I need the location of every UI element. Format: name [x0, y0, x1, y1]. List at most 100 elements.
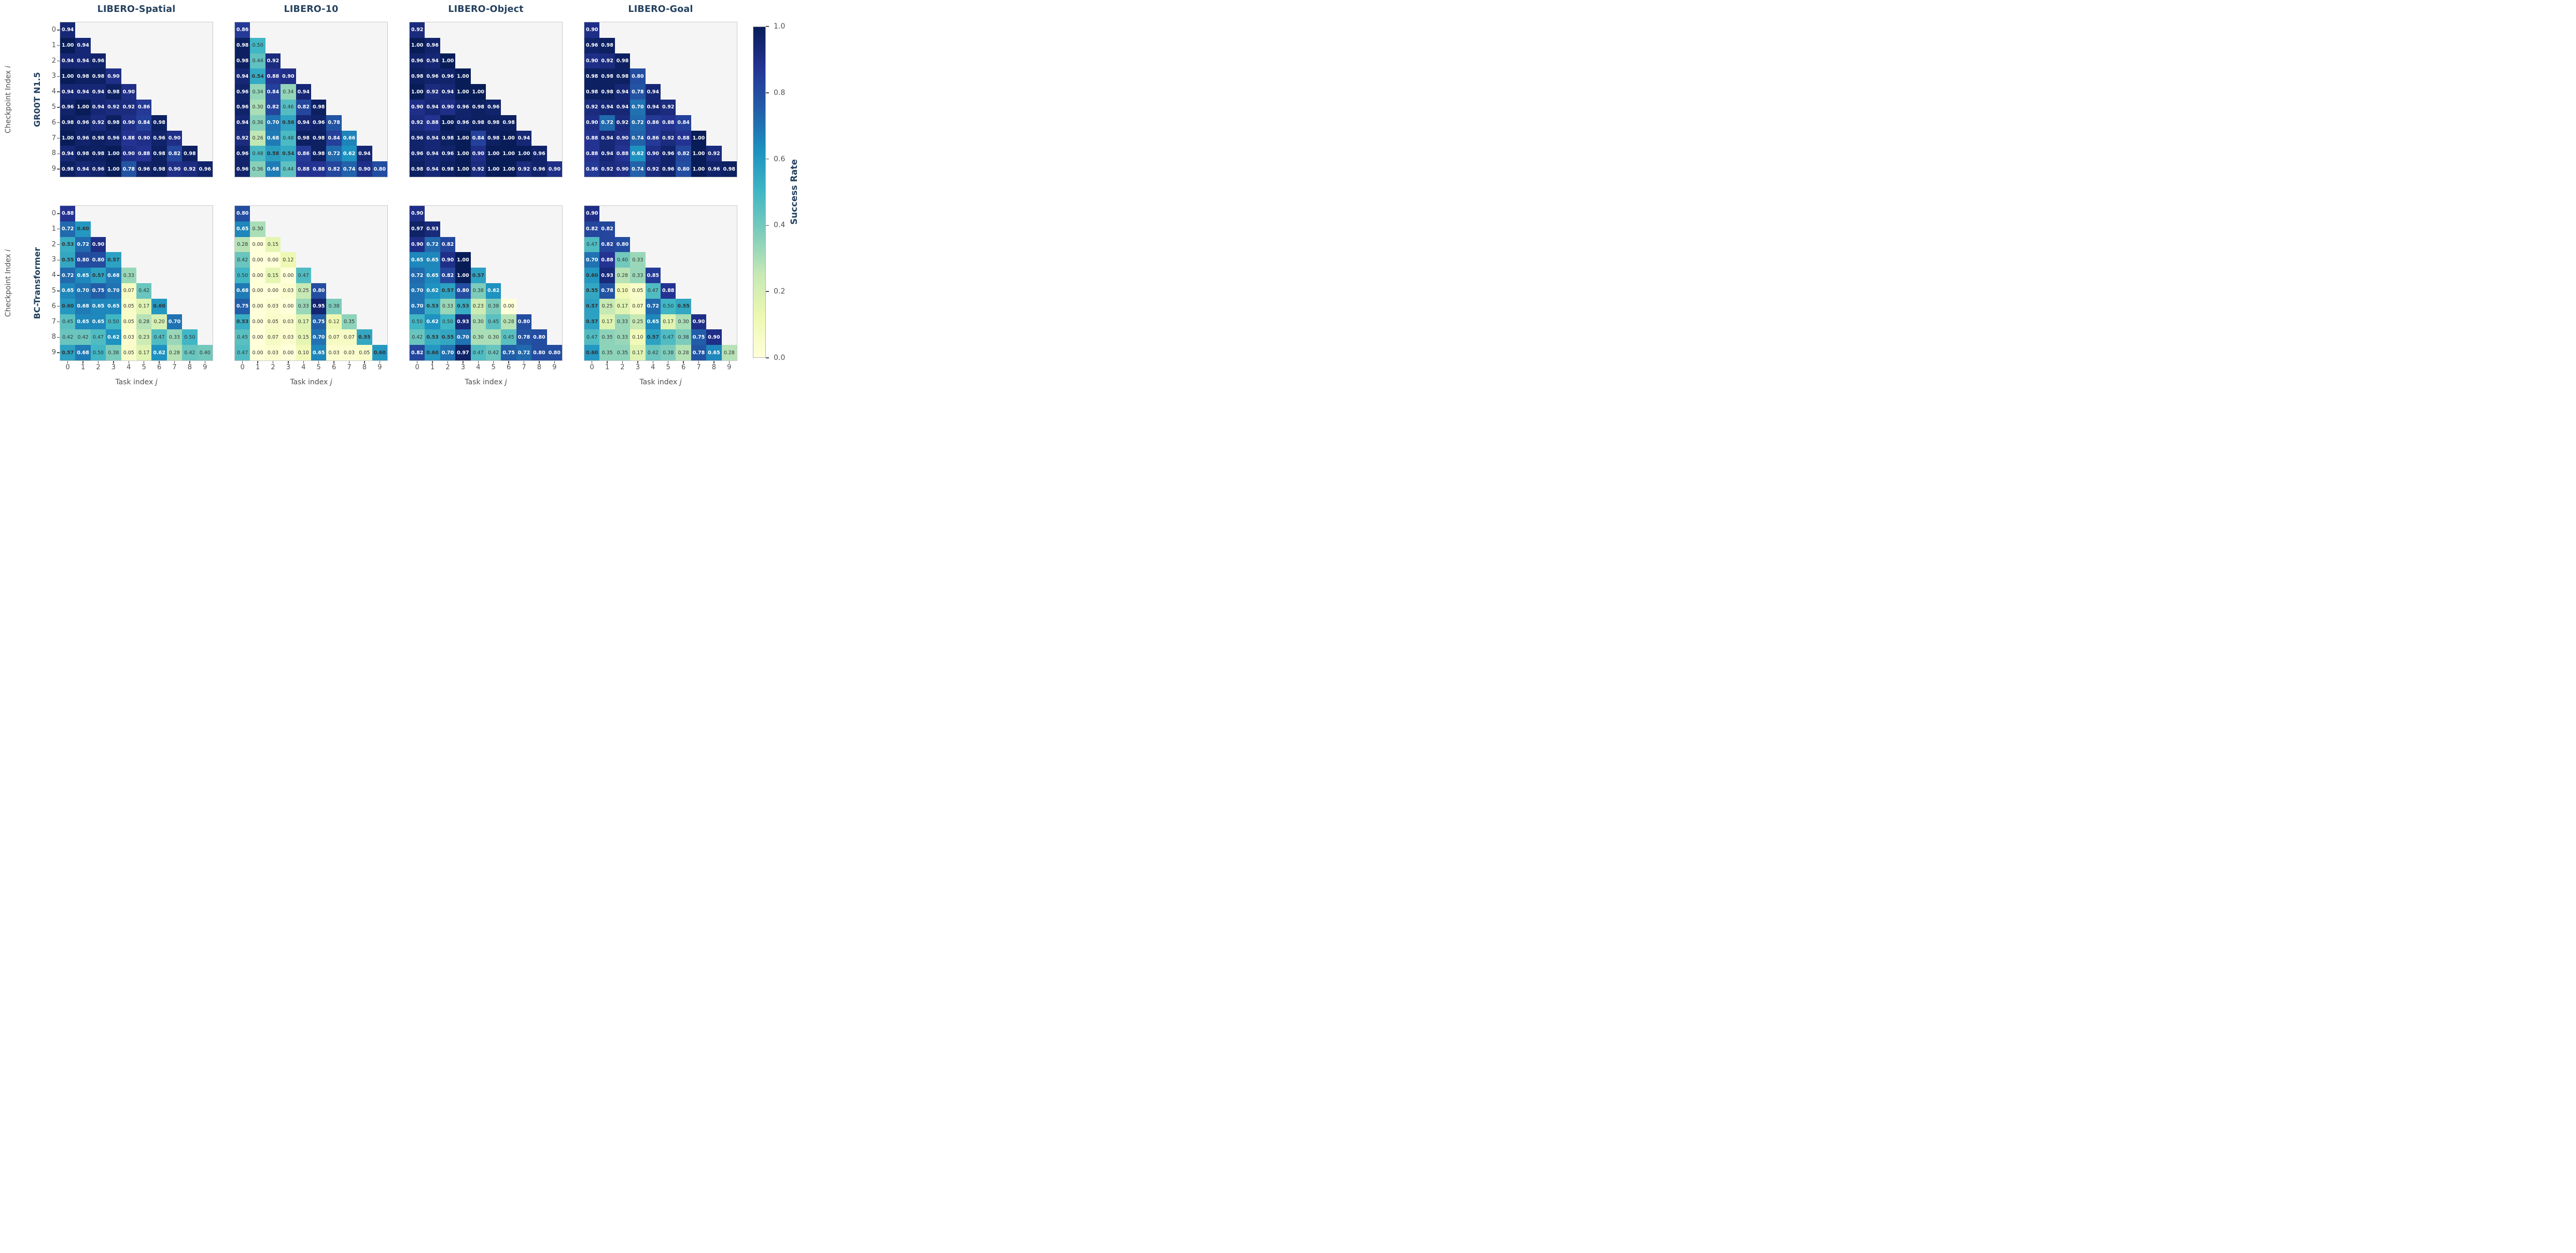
- heatmap-cell: 0.62: [630, 146, 646, 162]
- heatmap-cell: 0.70: [455, 329, 471, 345]
- heatmap-cell: 0.50: [410, 314, 425, 330]
- x-tick-label: 5: [142, 364, 146, 371]
- heatmap-cell: 0.98: [721, 161, 737, 177]
- x-tick-label: 7: [172, 364, 177, 371]
- heatmap-cell: 0.53: [425, 329, 440, 345]
- x-tick-label: 3: [286, 364, 291, 371]
- heatmap-cell: 1.00: [501, 146, 516, 162]
- x-tick-label: 2: [96, 364, 101, 371]
- heatmap-cell: 0.88: [311, 161, 327, 177]
- heatmap-cell: 0.00: [501, 298, 516, 314]
- heatmap-cell: 0.47: [584, 329, 600, 345]
- heatmap-cell: 0.92: [661, 130, 676, 146]
- heatmap-cell: 0.48: [281, 130, 296, 146]
- heatmap-cell: 0.96: [531, 146, 547, 162]
- heatmap-cell: 0.96: [235, 146, 250, 162]
- model-label-bc-transformer: BC-Transformer: [32, 247, 42, 319]
- heatmap-cell: 1.00: [455, 84, 471, 100]
- x-tick-mark: [288, 361, 289, 364]
- heatmap-cell: 1.00: [486, 161, 501, 177]
- heatmap-cell: 1.00: [516, 146, 532, 162]
- heatmap-cell: 0.92: [661, 100, 676, 115]
- x-tick-label: 0: [590, 364, 594, 371]
- x-tick-label: 2: [620, 364, 625, 371]
- heatmap-cell: 0.75: [90, 283, 106, 299]
- column-title-libero-spatial: LIBERO-Spatial: [97, 4, 176, 15]
- y-tick-mark: [57, 60, 60, 62]
- heatmap-cell: 0.88: [661, 283, 676, 299]
- heatmap-cell: 0.17: [630, 345, 646, 360]
- x-tick-mark: [698, 361, 699, 364]
- y-tick-label: 9: [51, 349, 56, 357]
- heatmap-cell: 0.30: [250, 221, 265, 237]
- figure: LIBERO-Spatial LIBERO-10 LIBERO-Object L…: [0, 0, 805, 392]
- heatmap-cell: 0.65: [75, 314, 91, 330]
- heatmap-cell: 0.96: [235, 84, 250, 100]
- heatmap-cell: 0.57: [106, 252, 121, 268]
- heatmap-cell: 0.98: [584, 84, 600, 100]
- heatmap-cell: 0.86: [584, 161, 600, 177]
- heatmap-cell: 0.96: [584, 37, 600, 53]
- heatmap-cell: 0.98: [470, 115, 486, 131]
- heatmap-cell: 0.98: [182, 146, 198, 162]
- heatmap-cell: 0.90: [121, 84, 136, 100]
- heatmap-cell: 0.92: [645, 161, 661, 177]
- heatmap-cell: 0.28: [501, 314, 516, 330]
- colorbar-tick-mark: [766, 26, 769, 27]
- colorbar-tick-label: 0.2: [774, 287, 786, 296]
- x-tick-label: 4: [301, 364, 306, 371]
- colorbar-tick-label: 0.6: [774, 155, 786, 163]
- heatmap-cell: 0.00: [250, 236, 265, 253]
- heatmap-cell: 0.03: [326, 345, 342, 360]
- heatmap-cell: 0.98: [75, 68, 91, 85]
- heatmap-cell: 0.68: [265, 130, 281, 146]
- heatmap-cell: 0.82: [676, 146, 691, 162]
- heatmap-cell: 0.17: [614, 298, 631, 314]
- y-tick-mark: [57, 122, 60, 123]
- heatmap-cell: 0.96: [440, 68, 456, 85]
- y-tick-label: 7: [51, 134, 56, 142]
- heatmap-cell: 0.72: [599, 115, 615, 131]
- heatmap-cell: 0.94: [296, 115, 311, 131]
- heatmap-cell: 0.07: [121, 283, 136, 299]
- heatmap-cell: 0.98: [60, 161, 76, 177]
- x-tick-label: 1: [80, 364, 86, 371]
- heatmap-cell: 0.88: [584, 146, 600, 162]
- heatmap-groot-libero-goal: 0.90 0.96 0.98 0.90 0.92 0.98 0.98 0.98 0.98 0.80…: [584, 22, 737, 177]
- heatmap-cell: 1.00: [106, 161, 121, 177]
- y-tick-mark: [57, 305, 60, 307]
- heatmap-cell: 0.42: [235, 252, 250, 268]
- heatmap-cell: 0.50: [440, 314, 456, 330]
- heatmap-cell: 0.42: [486, 345, 501, 360]
- heatmap-cell: 0.88: [136, 146, 152, 162]
- heatmap-cell: 0.68: [75, 298, 91, 314]
- heatmap-cell: 0.82: [265, 100, 281, 115]
- colorbar-tick-label: 0.4: [774, 221, 786, 230]
- x-tick-mark: [333, 361, 334, 364]
- heatmap-cell: 1.00: [106, 146, 121, 162]
- heatmap-cell: 0.92: [706, 146, 722, 162]
- heatmap-cell: 1.00: [455, 252, 471, 268]
- x-tick-mark: [713, 361, 715, 364]
- heatmap-cell: 0.78: [630, 84, 646, 100]
- heatmap-cell: 0.62: [151, 345, 167, 360]
- heatmap-cell: 0.94: [75, 161, 91, 177]
- heatmap-cell: 0.42: [75, 329, 91, 345]
- heatmap-cell: 0.94: [425, 53, 440, 69]
- heatmap-cell: 0.72: [630, 115, 646, 131]
- heatmap-cell: 0.96: [136, 161, 152, 177]
- heatmap-cell: 0.30: [676, 314, 691, 330]
- heatmap-cell: 0.88: [676, 130, 691, 146]
- heatmap-cell: 0.96: [90, 161, 106, 177]
- heatmap-cell: 0.90: [90, 236, 106, 253]
- heatmap-cell: 0.35: [614, 345, 631, 360]
- heatmap-cell: 0.90: [584, 206, 600, 221]
- heatmap-cell: 0.25: [599, 298, 615, 314]
- heatmap-cell: 0.07: [265, 329, 281, 345]
- x-tick-mark: [539, 361, 540, 364]
- heatmap-cell: 0.65: [90, 298, 106, 314]
- heatmap-cell: 0.65: [60, 283, 76, 299]
- heatmap-cell: 0.94: [645, 100, 661, 115]
- heatmap-cell: 0.70: [166, 314, 183, 330]
- heatmap-cell: 0.93: [425, 221, 440, 237]
